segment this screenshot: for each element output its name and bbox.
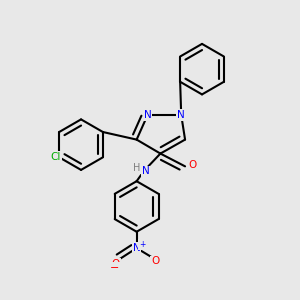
Text: N: N: [177, 110, 185, 120]
Text: O: O: [151, 256, 160, 266]
Text: −: −: [110, 263, 120, 273]
Text: N: N: [133, 243, 140, 253]
Text: +: +: [139, 240, 145, 249]
Text: O: O: [112, 259, 120, 269]
Text: Cl: Cl: [50, 152, 61, 162]
Text: H: H: [133, 163, 140, 173]
Text: N: N: [142, 167, 149, 176]
Text: O: O: [188, 160, 196, 170]
Text: N: N: [144, 110, 152, 120]
